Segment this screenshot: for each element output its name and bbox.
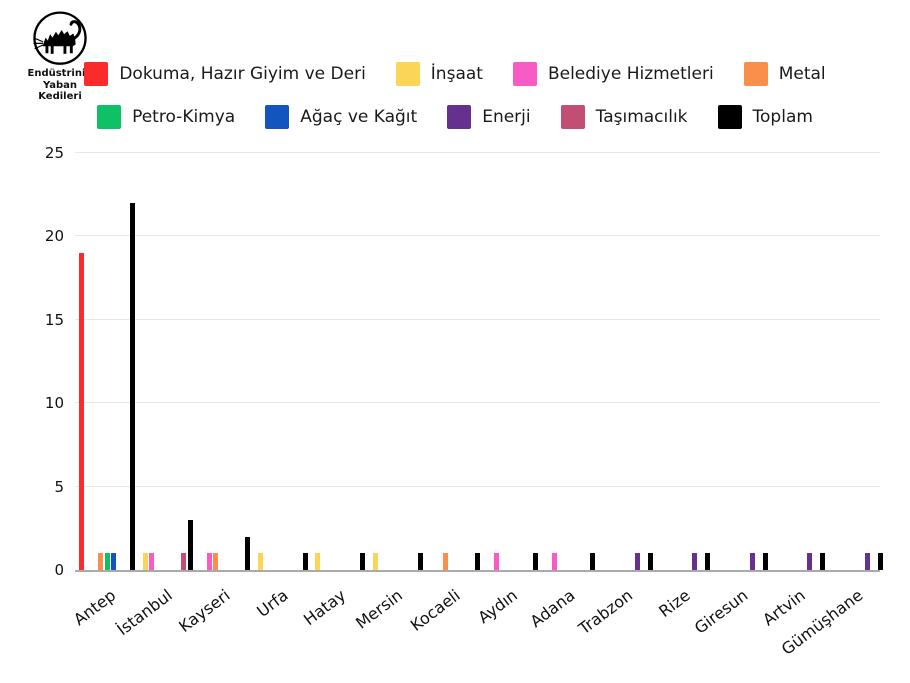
bar bbox=[142, 553, 148, 570]
bar bbox=[315, 553, 321, 570]
legend-label: İnşaat bbox=[430, 64, 483, 84]
bar bbox=[187, 519, 193, 570]
bar bbox=[647, 553, 653, 570]
legend-item: Toplam bbox=[717, 105, 813, 129]
legend-swatch bbox=[395, 62, 420, 86]
bar bbox=[762, 553, 768, 570]
gridline bbox=[75, 402, 880, 404]
x-axis-label: İstanbul bbox=[113, 585, 177, 640]
legend-label: Metal bbox=[778, 64, 826, 84]
legend-label: Ağaç ve Kağıt bbox=[300, 107, 418, 127]
y-axis-tick-label: 0 bbox=[54, 561, 64, 579]
legend-item: İnşaat bbox=[395, 62, 483, 86]
y-axis-tick-label: 5 bbox=[54, 477, 64, 496]
bar bbox=[245, 536, 251, 570]
bar bbox=[206, 553, 212, 570]
x-axis-label: Trabzon bbox=[575, 585, 637, 639]
legend-swatch bbox=[560, 105, 585, 129]
legend-label: Toplam bbox=[752, 107, 813, 127]
bar bbox=[590, 553, 596, 570]
bar bbox=[360, 553, 366, 570]
x-axis-label: Urfa bbox=[252, 585, 292, 622]
legend-item: Ağaç ve Kağıt bbox=[265, 105, 417, 129]
bar bbox=[149, 553, 155, 570]
y-axis-tick-label: 15 bbox=[44, 310, 64, 329]
bar bbox=[79, 253, 84, 570]
x-axis-label: Hatay bbox=[299, 585, 349, 630]
legend-item: Enerji bbox=[447, 105, 531, 129]
logo-text-line: Yaban bbox=[42, 79, 78, 91]
bar bbox=[551, 553, 557, 570]
chart-legend: Dokuma, Hazır Giyim ve Deri İnşaat Belediy… bbox=[0, 62, 910, 148]
bar bbox=[372, 553, 378, 570]
x-axis-label: Artvin bbox=[759, 585, 809, 630]
bar bbox=[443, 553, 449, 570]
y-axis-tick-label: 10 bbox=[44, 394, 64, 413]
legend-row: Petro-Kimya Ağaç ve Kağıt Enerji Taşımacılı… bbox=[0, 105, 910, 129]
x-axis-label: Rize bbox=[655, 585, 694, 622]
legend-item: Taşımacılık bbox=[560, 105, 688, 129]
legend-swatch bbox=[743, 62, 768, 86]
legend-swatch bbox=[265, 105, 290, 129]
sabotage-cat-icon bbox=[33, 11, 87, 65]
bar bbox=[181, 553, 187, 570]
bar bbox=[634, 553, 640, 570]
bar bbox=[104, 553, 110, 570]
x-axis-label: Mersin bbox=[352, 585, 407, 633]
gridline bbox=[75, 485, 880, 487]
x-axis-label: Giresun bbox=[690, 585, 752, 638]
bar bbox=[213, 553, 219, 570]
legend-label: Taşımacılık bbox=[595, 107, 688, 127]
bar bbox=[864, 553, 870, 570]
logo-text: Endüstrinin Yaban Kedileri bbox=[22, 68, 98, 103]
plot-area bbox=[75, 152, 883, 572]
legend-label: Dokuma, Hazır Giyim ve Deri bbox=[119, 64, 366, 84]
bar bbox=[302, 553, 308, 570]
legend-item: Petro-Kimya bbox=[97, 105, 235, 129]
bar bbox=[257, 553, 263, 570]
gridline bbox=[75, 235, 880, 237]
logo-text-line: Kedileri bbox=[38, 91, 82, 102]
bar bbox=[130, 203, 136, 570]
bar bbox=[475, 553, 481, 570]
x-axis-label: Antep bbox=[69, 585, 119, 630]
bar bbox=[807, 553, 813, 570]
bar bbox=[111, 553, 116, 570]
legend-swatch bbox=[512, 62, 537, 86]
legend-item: Dokuma, Hazır Giyim ve Deri bbox=[84, 62, 366, 86]
x-axis-label: Adana bbox=[527, 585, 579, 632]
gridline bbox=[75, 152, 880, 153]
legend-swatch bbox=[447, 105, 472, 129]
y-axis-tick-label: 25 bbox=[44, 144, 64, 162]
bar bbox=[705, 553, 711, 570]
bar bbox=[692, 553, 698, 570]
logo-text-line: Endüstrinin bbox=[27, 68, 93, 79]
legend-item: Belediye Hizmetleri bbox=[512, 62, 714, 86]
x-axis-label: Kocaeli bbox=[407, 585, 464, 635]
legend-row: Dokuma, Hazır Giyim ve Deri İnşaat Belediy… bbox=[0, 62, 910, 86]
bar bbox=[877, 553, 883, 570]
legend-label: Belediye Hizmetleri bbox=[547, 64, 714, 84]
legend-item: Metal bbox=[743, 62, 826, 86]
bar bbox=[98, 553, 104, 570]
logo: Endüstrinin Yaban Kedileri bbox=[22, 8, 98, 103]
legend-swatch bbox=[84, 62, 109, 86]
bar bbox=[749, 553, 755, 570]
y-axis-tick-label: 20 bbox=[44, 227, 64, 246]
bar bbox=[820, 553, 826, 570]
bar bbox=[494, 553, 500, 570]
bar bbox=[532, 553, 538, 570]
legend-label: Petro-Kimya bbox=[132, 107, 236, 127]
legend-swatch bbox=[97, 105, 122, 129]
x-axis-label: Aydın bbox=[474, 585, 522, 628]
legend-swatch bbox=[717, 105, 742, 129]
gridline bbox=[75, 318, 880, 320]
bar bbox=[417, 553, 423, 570]
legend-label: Enerji bbox=[482, 107, 531, 127]
x-axis-label: Kayseri bbox=[175, 585, 234, 637]
